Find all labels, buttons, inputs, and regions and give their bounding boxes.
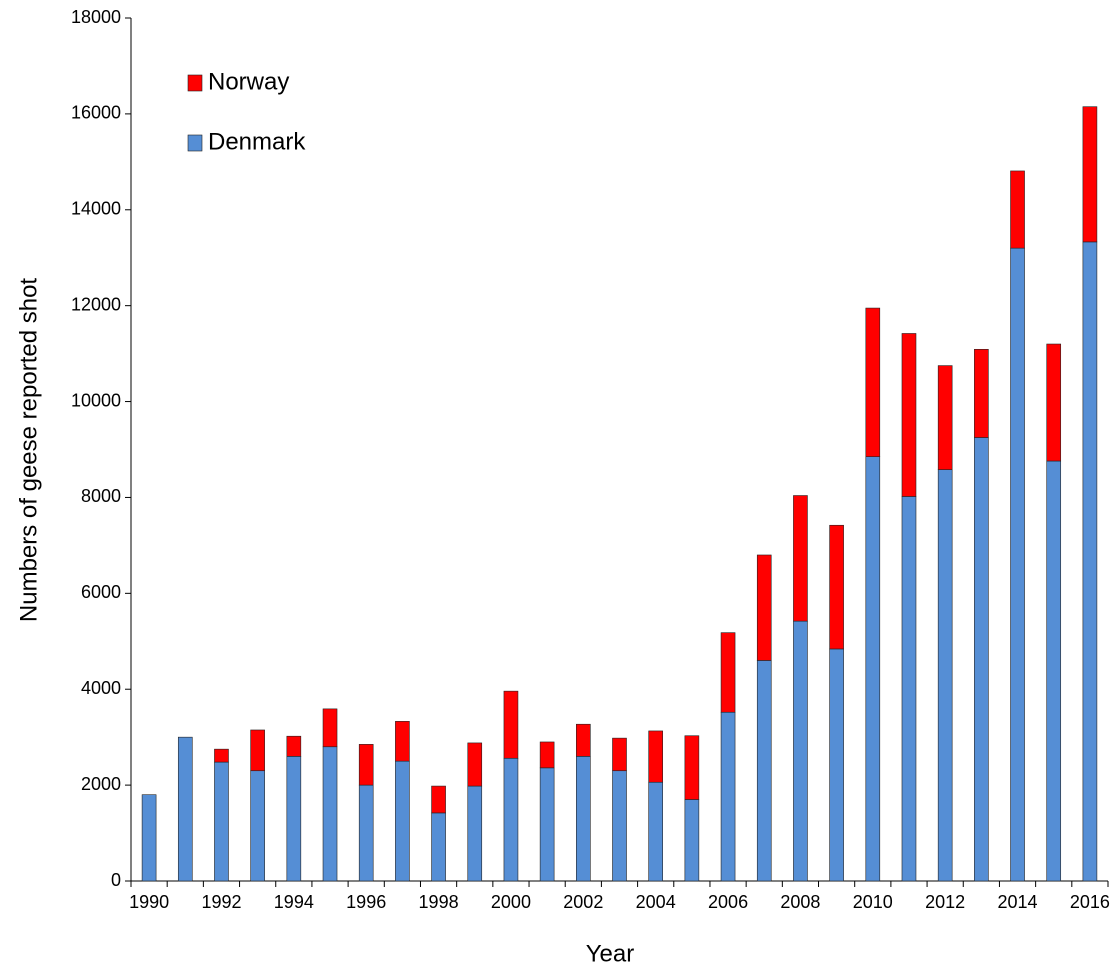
bar-segment [177,736,193,882]
y-tick-label: 4000 [81,678,121,698]
x-tick-label: 2010 [853,892,893,912]
y-tick-label: 12000 [71,294,121,314]
y-tick-label: 2000 [81,774,121,794]
bar-segment [648,781,663,882]
bar-segment [431,812,446,882]
bar-segment [503,690,519,759]
y-tick-label: 8000 [81,486,121,506]
x-axis-label: Year [586,940,635,967]
x-tick-label: 1996 [346,892,386,912]
y-axis-label: Numbers of geese reported shot [15,278,42,623]
x-tick-label: 2006 [708,892,748,912]
bar-segment [865,456,881,882]
bar-segment [1082,106,1098,243]
bar-segment [503,757,519,882]
y-tick-label: 18000 [71,7,121,27]
bar-segment [612,737,627,772]
x-tick-label: 1990 [129,892,169,912]
bar-segment [720,632,736,713]
y-tick-label: 14000 [71,199,121,219]
bar-segment [1010,247,1025,882]
bar-segment [358,744,374,786]
x-tick-label: 2004 [636,892,676,912]
bar-segment [612,770,627,882]
bar-segment [974,437,989,882]
bar-segment [865,307,881,457]
x-tick-label: 2014 [998,892,1038,912]
bar-segment [1082,241,1098,882]
bar-segment [467,742,483,787]
legend-label: Norway [208,68,289,95]
legend-label: Denmark [208,128,306,155]
bar-segment [829,524,844,650]
x-tick-label: 2008 [780,892,820,912]
y-tick-label: 0 [111,870,121,890]
y-tick-label: 16000 [71,103,121,123]
bar-segment [974,348,989,438]
x-tick-label: 2002 [563,892,603,912]
bar-segment [684,735,700,800]
x-tick-label: 2016 [1070,892,1110,912]
bar-segment [395,721,410,762]
bar-segment [539,767,555,882]
bar-segment [431,785,446,814]
bar-segment [829,648,844,882]
bar-segment [576,723,591,757]
bar-segment [214,761,229,882]
bar-segment [1010,170,1025,249]
legend-swatch [187,74,203,92]
bar-segment [756,554,772,661]
bar-segment [901,333,917,497]
bar-segment [756,660,772,882]
bar-segment [684,799,700,882]
bar-segment [467,785,483,882]
bar-segment [250,729,265,772]
x-tick-label: 2012 [925,892,965,912]
y-tick-label: 10000 [71,390,121,410]
x-tick-label: 2000 [491,892,531,912]
x-tick-label: 1998 [419,892,459,912]
bar-segment [322,708,338,748]
legend-swatch [187,134,203,152]
bar-segment [286,735,302,757]
bar-segment [322,746,338,882]
bar-segment [214,748,229,763]
bar-segment [937,469,953,882]
bar-segment [937,365,953,470]
y-tick-label: 6000 [81,582,121,602]
bar-segment [720,711,736,882]
bar-segment [395,760,410,882]
bar-segment [358,784,374,882]
x-tick-label: 1992 [201,892,241,912]
bar-segment [793,620,808,882]
bar-segment [1046,460,1062,882]
bar-segment [648,730,663,783]
bar-segment [1046,343,1062,462]
bar-segment [250,770,265,882]
bar-segment [576,756,591,882]
bar-segment [539,741,555,769]
bar-segment [901,496,917,882]
bar-segment [286,756,302,882]
bar-segment [141,794,157,882]
bar-segment [793,495,808,622]
x-tick-label: 1994 [274,892,314,912]
